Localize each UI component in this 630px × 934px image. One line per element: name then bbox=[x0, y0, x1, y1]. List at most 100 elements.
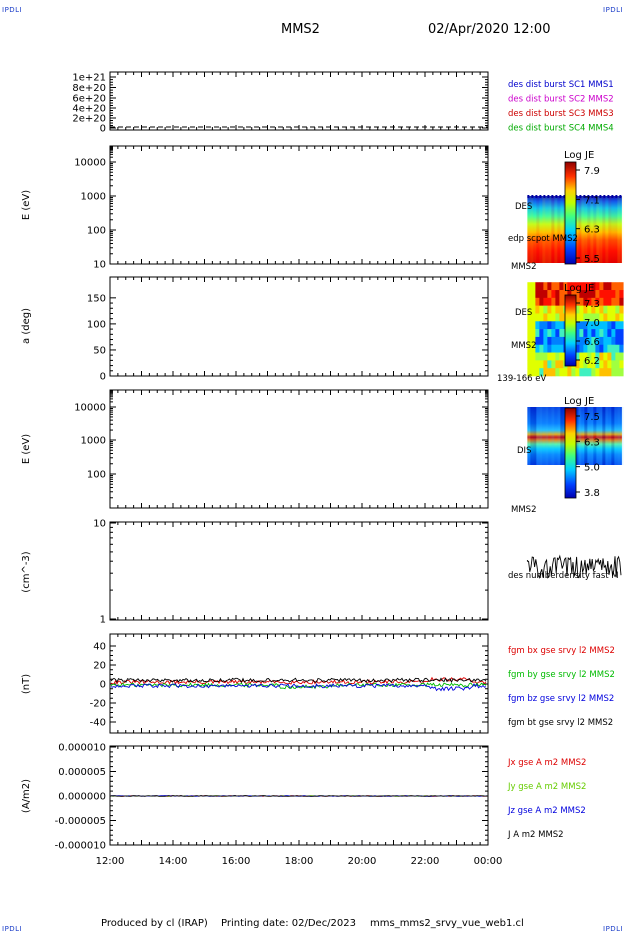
spectrogram-column bbox=[527, 196, 531, 263]
colorbar-des-pitch-tick-label: 6.6 bbox=[584, 337, 600, 348]
pitch-cell bbox=[595, 360, 600, 369]
pitch-cell bbox=[563, 282, 568, 291]
pitch-cell bbox=[579, 313, 584, 322]
pitch-cell bbox=[551, 290, 556, 299]
pitch-cell bbox=[543, 352, 548, 361]
pitch-cell bbox=[559, 368, 564, 377]
pitch-cell bbox=[559, 360, 564, 369]
colorbar-dis-energy-title: Log JE bbox=[564, 396, 594, 407]
panel-frame-1 bbox=[109, 71, 489, 131]
y-tick-label-4: 100 bbox=[87, 470, 106, 481]
spectrogram-column bbox=[620, 407, 624, 465]
pitch-cell bbox=[567, 282, 572, 291]
pitch-cell bbox=[555, 305, 560, 314]
pitch-cell bbox=[583, 329, 588, 338]
spectrogram-edge bbox=[555, 195, 558, 198]
fgm-series-line bbox=[110, 683, 487, 692]
legend-entry-fgm: fgm by gse srvy l2 MMS2 bbox=[508, 670, 615, 680]
pitch-cell bbox=[555, 290, 560, 299]
spectrogram-column bbox=[608, 407, 612, 465]
pitch-cell bbox=[587, 344, 592, 353]
panel-frame-5 bbox=[109, 521, 489, 621]
pitch-cell bbox=[615, 360, 620, 369]
pitch-cell bbox=[555, 352, 560, 361]
spectrogram-column bbox=[545, 196, 549, 263]
pitch-cell bbox=[555, 368, 560, 377]
y-tick-label-2: 1000 bbox=[81, 192, 106, 203]
y-tick-label-6: -40 bbox=[90, 718, 106, 729]
pitch-cell bbox=[579, 329, 584, 338]
spectrogram-column bbox=[551, 196, 555, 263]
pitch-cell bbox=[591, 360, 596, 369]
legend-entry-current: Jy gse A m2 MMS2 bbox=[507, 782, 586, 792]
colorbar-des-energy-title: Log JE bbox=[564, 150, 594, 161]
pitch-cell bbox=[587, 282, 592, 291]
spectrogram-edge bbox=[547, 195, 550, 198]
spectrogram-edge bbox=[619, 195, 622, 198]
pitch-cell bbox=[619, 344, 624, 353]
pitch-cell bbox=[531, 305, 536, 314]
pitch-cell bbox=[587, 305, 592, 314]
pitch-cell bbox=[583, 313, 588, 322]
spectrogram-column bbox=[605, 196, 609, 263]
pitch-cell bbox=[603, 282, 608, 291]
pitch-cell bbox=[619, 321, 624, 330]
pitch-cell bbox=[531, 297, 536, 306]
y-axis-label-density: (cm^-3) bbox=[21, 551, 32, 592]
spectrogram-edge bbox=[535, 195, 538, 198]
pitch-cell bbox=[579, 360, 584, 369]
pitch-cell bbox=[595, 368, 600, 377]
pitch-cell bbox=[595, 297, 600, 306]
spectrogram-column bbox=[536, 196, 540, 263]
pitch-cell bbox=[603, 290, 608, 299]
pitch-cell bbox=[591, 313, 596, 322]
pitch-cell bbox=[539, 344, 544, 353]
corner-label-bottom-right: IPDLI bbox=[603, 925, 624, 933]
colorbar-des-pitch-tick-label: 7.3 bbox=[584, 299, 600, 310]
spectrogram-column bbox=[590, 407, 594, 465]
y-tick-label-1: 8e+20 bbox=[72, 83, 106, 94]
pitch-cell bbox=[535, 360, 540, 369]
pitch-cell bbox=[527, 352, 532, 361]
spectrogram-edge bbox=[539, 195, 542, 198]
pitch-cell bbox=[543, 360, 548, 369]
pitch-cell bbox=[611, 282, 616, 291]
pitch-cell bbox=[603, 297, 608, 306]
pitch-cell bbox=[539, 313, 544, 322]
spectrogram-column bbox=[605, 407, 609, 465]
pitch-cell bbox=[591, 321, 596, 330]
spectrogram-column bbox=[554, 196, 558, 263]
pitch-cell bbox=[559, 313, 564, 322]
pitch-cell bbox=[559, 282, 564, 291]
pitch-cell bbox=[543, 368, 548, 377]
pitch-cell bbox=[575, 313, 580, 322]
current-series-line bbox=[110, 795, 488, 797]
y-tick-label-4: 10000 bbox=[74, 403, 106, 414]
pitch-cell bbox=[595, 336, 600, 346]
pitch-cell bbox=[551, 282, 556, 291]
spectrogram-edge bbox=[583, 195, 586, 198]
pitch-cell bbox=[603, 313, 608, 322]
pitch-cell bbox=[599, 305, 604, 314]
pitch-cell bbox=[607, 290, 612, 299]
pitch-cell bbox=[599, 290, 604, 299]
spacecraft-title: MMS2 bbox=[281, 22, 320, 37]
pitch-cell bbox=[591, 344, 596, 353]
pitch-cell bbox=[599, 360, 604, 369]
pitch-cell bbox=[539, 282, 544, 291]
pitch-cell bbox=[607, 305, 612, 314]
pitch-cell bbox=[535, 344, 540, 353]
pitch-cell bbox=[527, 336, 532, 346]
pitch-cell bbox=[619, 352, 624, 361]
spectrogram-column bbox=[530, 407, 534, 465]
pitch-cell bbox=[611, 368, 616, 377]
pitch-cell bbox=[547, 352, 552, 361]
colorbar-des-energy bbox=[564, 161, 577, 265]
spectrogram-column bbox=[536, 407, 540, 465]
pitch-cell bbox=[595, 329, 600, 338]
pitch-cell bbox=[611, 344, 616, 353]
spectrogram-edge bbox=[563, 195, 566, 198]
pitch-cell bbox=[587, 313, 592, 322]
pitch-cell bbox=[543, 321, 548, 330]
pitch-cell bbox=[607, 352, 612, 361]
